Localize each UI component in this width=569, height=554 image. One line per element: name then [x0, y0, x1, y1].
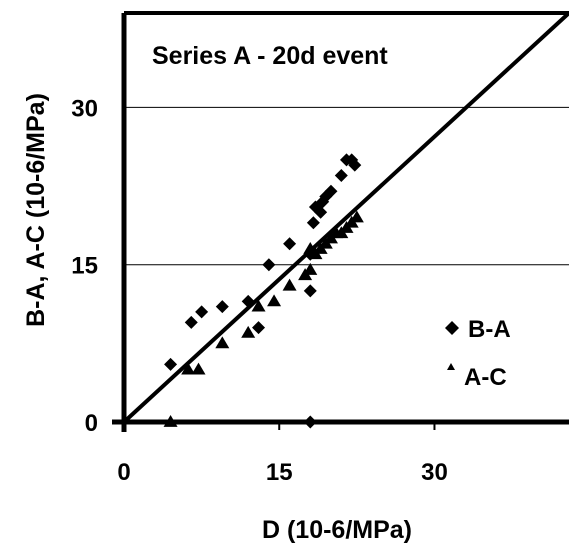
point-b-a-12 — [314, 205, 328, 219]
point-b-a-10 — [306, 216, 320, 230]
point-a-c-18 — [349, 210, 364, 223]
point-b-a-0 — [164, 357, 178, 371]
point-b-a-4 — [241, 294, 255, 308]
y-tick-label-30: 30 — [71, 95, 98, 122]
point-a-c-9 — [303, 262, 318, 275]
legend-diamond-icon — [445, 321, 459, 335]
point-a-c-7 — [282, 278, 297, 291]
grid-lines — [124, 106, 569, 266]
point-a-c-3 — [215, 336, 230, 349]
legend-label-a-c: A-C — [464, 364, 507, 391]
x-tick-label-0: 0 — [117, 459, 130, 486]
x-tick-label-15: 15 — [266, 459, 293, 486]
y-tick-label-15: 15 — [71, 253, 98, 280]
point-a-c-19 — [303, 241, 318, 254]
point-b-a-7 — [283, 237, 297, 251]
y-tick-label-0: 0 — [85, 410, 98, 437]
legend-label-b-a: B-A — [468, 316, 511, 343]
point-a-c-5 — [251, 299, 266, 312]
legend: B-A A-C — [445, 316, 511, 391]
legend-item-b-a: B-A — [445, 316, 511, 343]
point-b-a-15 — [324, 184, 338, 198]
one-to-one-reference-line — [122, 11, 569, 424]
point-a-c-6 — [267, 294, 282, 307]
point-b-a-2 — [195, 305, 209, 319]
point-b-a-8 — [303, 284, 317, 298]
point-b-a-5 — [252, 321, 266, 335]
point-b-a-6 — [262, 258, 276, 272]
point-a-c-4 — [241, 325, 256, 338]
y-axis-title: B-A, A-C (10-6/MPa) — [22, 93, 50, 327]
plot-frame — [112, 11, 569, 432]
point-b-a-19 — [348, 158, 362, 172]
legend-triangle-icon — [447, 363, 455, 370]
legend-item-a-c: A-C — [447, 363, 507, 391]
x-axis-title: D (10-6/MPa) — [262, 516, 412, 544]
point-a-c-1 — [181, 362, 196, 375]
data-points — [163, 153, 364, 429]
point-a-c-2 — [191, 362, 206, 375]
chart-title: Series A - 20d event — [152, 42, 388, 70]
point-b-a-16 — [334, 169, 348, 183]
tick-labels: 0 15 30 0 15 30 — [71, 95, 448, 486]
point-b-a-1 — [184, 315, 198, 329]
x-tick-label-30: 30 — [421, 459, 448, 486]
point-b-a-3 — [215, 300, 229, 314]
